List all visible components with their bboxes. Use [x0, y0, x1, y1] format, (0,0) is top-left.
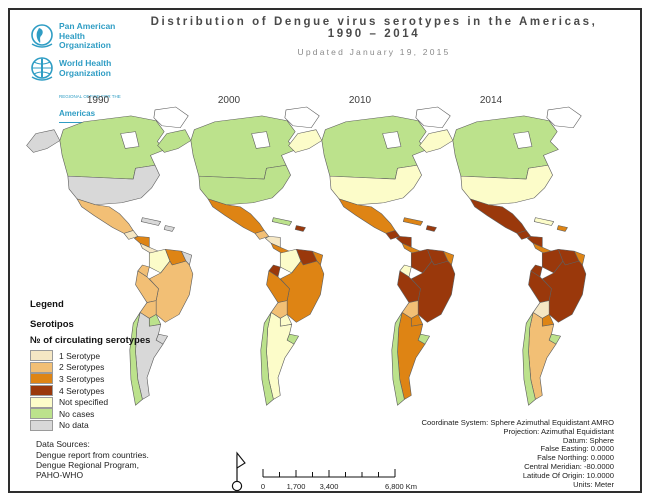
americas-map-1990 — [26, 106, 194, 406]
regional-office-line: REGIONAL OFFICE FOR THE Americas — [59, 85, 148, 121]
scalebar: 0 1,700 3,400 6,800 Km — [231, 451, 417, 492]
region-greenland — [546, 106, 582, 128]
legend-item-notspec: Not specified — [30, 396, 150, 408]
north-arrow-icon — [231, 451, 246, 492]
scalebar-ticks — [262, 469, 396, 478]
legend-serotipos: Serotipos — [30, 319, 74, 330]
region-hispaniola — [294, 225, 306, 232]
region-usa — [198, 164, 291, 206]
legend-item-s4: 4 Serotypes — [30, 385, 150, 397]
americas-map-2014 — [419, 106, 587, 406]
hudson-bay — [513, 131, 533, 149]
region-greenland — [284, 106, 320, 128]
region-alaska — [157, 129, 192, 153]
title-block: Distribution of Dengue virus serotypes i… — [135, 16, 613, 57]
legend-swatch-s1 — [30, 350, 53, 362]
who-logo-text: World Health Organization — [59, 58, 112, 78]
legend-item-s3: 3 Serotypes — [30, 373, 150, 385]
who-logo: World Health Organization — [28, 55, 148, 83]
legend-label: 1 Serotype — [59, 350, 101, 361]
data-sources-text: Data Sources: Dengue report from countri… — [36, 439, 149, 481]
legend-items: 1 Serotype 2 Serotypes 3 Serotypes 4 Seroty… — [30, 350, 150, 431]
region-alaska — [26, 129, 61, 153]
region-hispaniola — [163, 225, 175, 232]
paho-emblem-icon — [31, 24, 53, 48]
scalebar-label-6800: 6,800 Km — [385, 482, 417, 491]
americas-map-2000 — [157, 106, 325, 406]
region-cuba — [533, 217, 555, 226]
region-cuba — [140, 217, 162, 226]
region-usa — [329, 164, 422, 206]
year-label-1990: 1990 — [86, 95, 110, 106]
region-chile — [129, 312, 143, 406]
regional-office-americas: Americas — [59, 108, 96, 118]
legend-swatch-nocases — [30, 408, 53, 420]
region-uruguay — [548, 333, 561, 345]
americas-map-2010 — [288, 106, 456, 406]
region-hispaniola — [556, 225, 568, 232]
page-title: Distribution of Dengue virus serotypes i… — [150, 16, 598, 40]
year-label-2014: 2014 — [479, 95, 503, 106]
regional-office-small-text: REGIONAL OFFICE FOR THE — [59, 93, 121, 99]
region-greenland — [415, 106, 451, 128]
year-label-2000: 2000 — [217, 95, 241, 106]
legend-item-s1: 1 Serotype — [30, 350, 150, 362]
legend-swatch-s3 — [30, 373, 53, 385]
who-emblem-icon — [31, 56, 53, 81]
legend-swatch-nodata — [30, 419, 53, 431]
legend-item-s2: 2 Serotypes — [30, 361, 150, 374]
paho-logo: Pan American Health Organization — [28, 21, 148, 51]
legend-label: No cases — [59, 408, 95, 419]
scalebar-label-1700: 1,700 — [287, 482, 306, 491]
legend: Legend Serotipos № of circulating seroty… — [30, 299, 150, 431]
region-greenland — [153, 106, 189, 128]
legend-subheading: № of circulating serotypes — [30, 335, 151, 346]
legend-label: 4 Serotypes — [59, 385, 105, 396]
legend-label: 2 Serotypes — [59, 362, 105, 373]
region-alaska — [419, 129, 454, 153]
region-cuba — [271, 217, 293, 226]
legend-item-nodata: No data — [30, 419, 150, 432]
hudson-bay — [382, 131, 402, 149]
hudson-bay — [251, 131, 271, 149]
coordinate-system-text: Coordinate System: Sphere Azimuthal Equi… — [421, 418, 614, 489]
legend-heading: Legend — [30, 299, 64, 310]
region-uruguay — [417, 333, 430, 345]
legend-swatch-s2 — [30, 361, 53, 373]
scalebar-label-0: 0 — [261, 482, 265, 491]
footer-left: Data Sources: Dengue report from countri… — [36, 429, 149, 502]
legend-item-nocases: No cases — [30, 408, 150, 420]
page-subtitle: Updated January 19, 2015 — [297, 47, 451, 57]
hudson-bay — [120, 131, 140, 149]
region-usa — [67, 164, 160, 206]
paho-logo-text: Pan American Health Organization — [59, 21, 116, 50]
legend-label: 3 Serotypes — [59, 373, 105, 384]
region-hispaniola — [425, 225, 437, 232]
region-chile — [260, 312, 274, 406]
region-uruguay — [155, 333, 168, 345]
legend-swatch-notspec — [30, 396, 53, 408]
region-chile — [522, 312, 536, 406]
scalebar-label-3400: 3,400 — [320, 482, 339, 491]
legend-label: No data — [59, 420, 89, 431]
legend-label: Not specified — [59, 397, 109, 408]
year-label-2010: 2010 — [348, 95, 372, 106]
region-alaska — [288, 129, 323, 153]
legend-swatch-s4 — [30, 385, 53, 397]
map-production-text: Map Production: PAHO-WHO AD CHA IR ARO — [36, 501, 149, 502]
region-cuba — [402, 217, 424, 226]
region-uruguay — [286, 333, 299, 345]
region-usa — [460, 164, 553, 206]
region-chile — [391, 312, 405, 406]
